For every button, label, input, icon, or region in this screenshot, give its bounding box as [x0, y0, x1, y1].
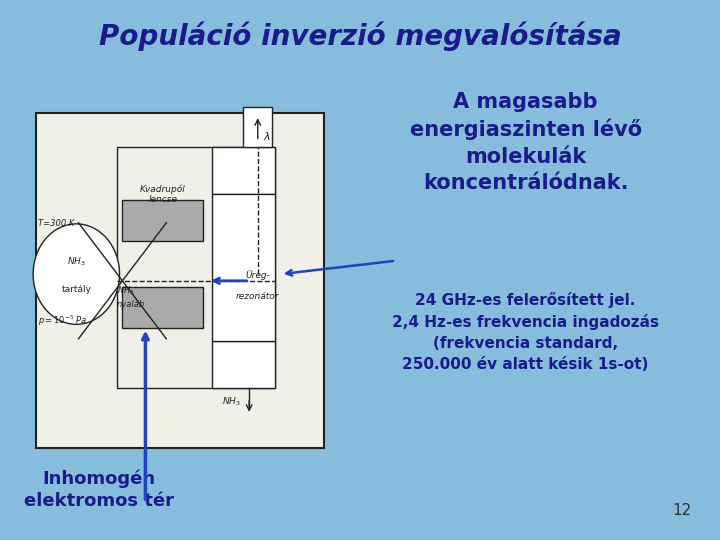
Text: T=300 K: T=300 K	[38, 219, 75, 228]
Text: rezonátor: rezonátor	[236, 292, 279, 301]
Ellipse shape	[33, 224, 120, 325]
Bar	[36, 113, 324, 448]
Bar	[122, 287, 203, 328]
Bar	[212, 147, 275, 194]
Text: Kvadrupól: Kvadrupól	[140, 184, 186, 194]
Bar	[243, 107, 272, 147]
Text: Populáció inverzió megvalósítása: Populáció inverzió megvalósítása	[99, 22, 621, 51]
Text: $p=10^{-5}$ Pa: $p=10^{-5}$ Pa	[38, 314, 88, 328]
Text: 24 GHz-es felerősített jel.
2,4 Hz-es frekvencia ingadozás
(frekvencia standard,: 24 GHz-es felerősített jel. 2,4 Hz-es fr…	[392, 292, 659, 372]
Text: A magasabb
energiaszinten lévő
molekulák
koncentrálódnak.: A magasabb energiaszinten lévő molekulák…	[410, 92, 642, 193]
Text: lencse: lencse	[148, 195, 177, 204]
Text: nyaláb: nyaláb	[117, 300, 145, 309]
Bar	[212, 341, 275, 388]
Bar	[212, 194, 275, 341]
Text: 12: 12	[672, 503, 691, 518]
Text: Üreg-: Üreg-	[246, 270, 270, 280]
Text: λ: λ	[264, 132, 270, 142]
Text: Inhomogén
elektromos tér: Inhomogén elektromos tér	[24, 470, 174, 510]
Text: tartály: tartály	[61, 285, 91, 294]
Text: $NH_3$: $NH_3$	[117, 285, 135, 297]
Bar	[117, 147, 275, 388]
Bar	[122, 200, 203, 241]
Text: $NH_3$: $NH_3$	[222, 395, 240, 408]
Text: $NH_3$: $NH_3$	[67, 256, 86, 268]
